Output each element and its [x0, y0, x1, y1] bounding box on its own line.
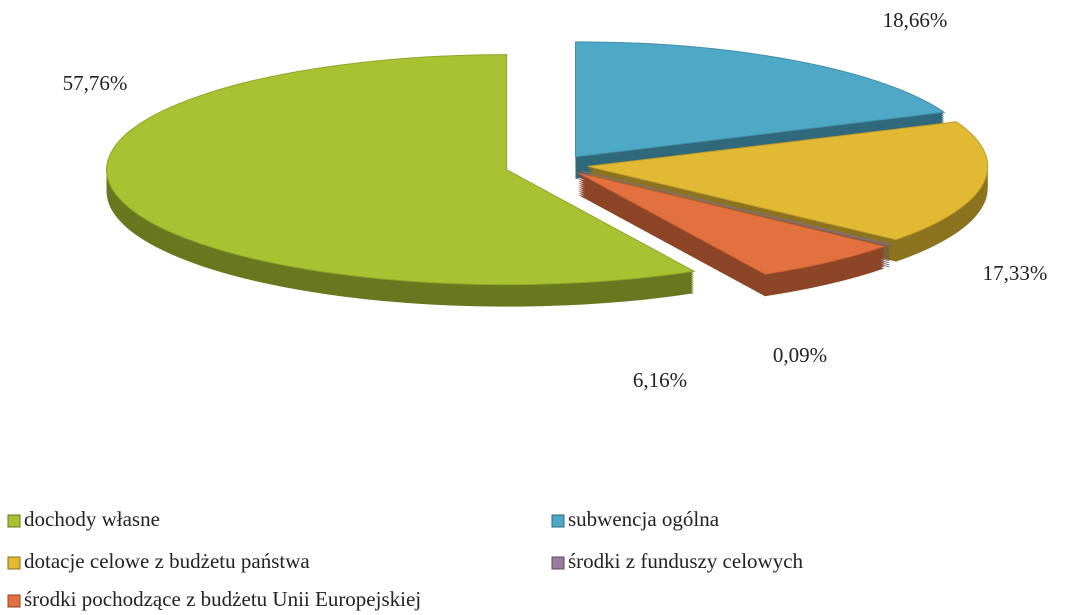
legend-swatch — [551, 514, 565, 528]
legend-label: środki z funduszy celowych — [568, 549, 804, 573]
data-label: 57,76% — [63, 71, 128, 95]
slice — [106, 54, 696, 286]
data-label: 0,09% — [773, 343, 827, 367]
slice — [587, 121, 989, 241]
data-label: 6,16% — [633, 368, 687, 392]
data-label: 18,66% — [883, 8, 948, 32]
data-label: 17,33% — [983, 261, 1048, 285]
legend-swatch — [7, 514, 21, 528]
slice — [574, 41, 946, 158]
legend-label: dochody własne — [24, 507, 160, 531]
legend-swatch — [551, 556, 565, 570]
legend-swatch — [7, 556, 21, 570]
legend-label: środki pochodzące z budżetu Unii Europej… — [24, 587, 421, 611]
slice — [581, 170, 892, 246]
legend-label: subwencja ogólna — [568, 507, 720, 531]
legend-label: dotacje celowe z budżetu państwa — [24, 549, 310, 573]
legend-swatch — [7, 594, 21, 608]
slice — [577, 172, 887, 275]
